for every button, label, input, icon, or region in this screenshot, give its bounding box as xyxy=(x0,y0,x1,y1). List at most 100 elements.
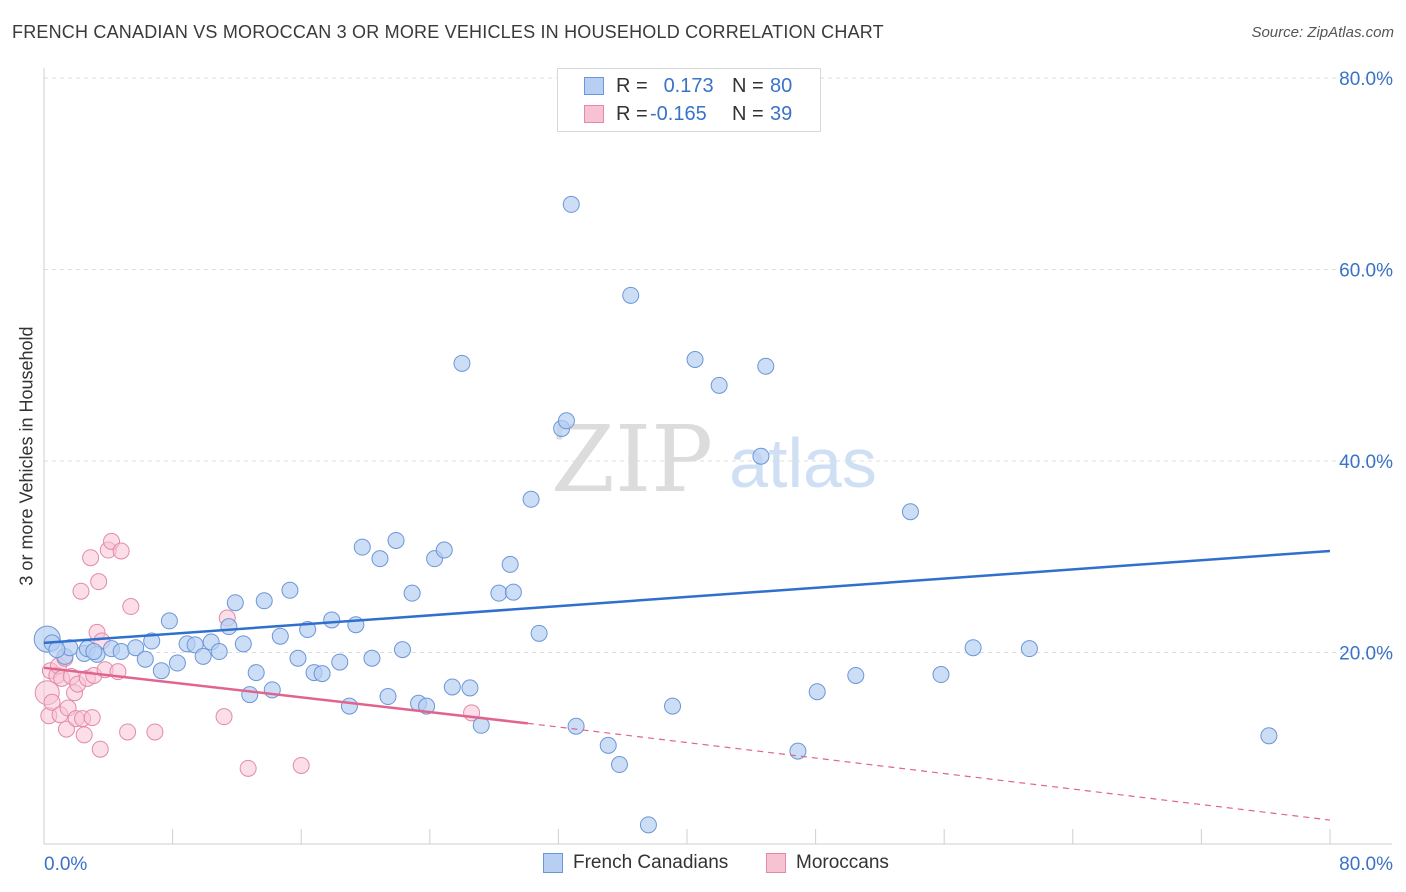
grid-lines xyxy=(44,77,1392,653)
french-canadians-point xyxy=(757,357,775,375)
french-canadians-points xyxy=(33,195,1278,834)
french-canadians-point xyxy=(610,756,628,774)
moroccans-point xyxy=(215,708,233,726)
french-canadians-point xyxy=(234,635,252,653)
legend-label-french-canadians: French Canadians xyxy=(573,852,729,873)
french-canadians-point xyxy=(152,662,170,680)
moroccans-point xyxy=(72,582,90,600)
legend-swatch-blue xyxy=(543,853,563,873)
french-canadians-point xyxy=(340,697,358,715)
french-canadians-point xyxy=(393,641,411,659)
french-canadians-point xyxy=(379,688,397,706)
legend-n-label: N = xyxy=(732,74,764,97)
french-canadians-trend-line xyxy=(43,549,1331,645)
french-canadians-point xyxy=(160,612,178,630)
french-canadians-point xyxy=(557,412,575,430)
moroccans-point xyxy=(82,549,100,567)
moroccans-point xyxy=(91,740,109,758)
y-tick-label: 80.0% xyxy=(1339,69,1393,90)
french-canadians-point xyxy=(186,636,204,654)
french-canadians-point xyxy=(271,627,289,645)
french-canadians-point xyxy=(220,618,238,636)
french-canadians-point xyxy=(1260,727,1278,745)
french-canadians-point xyxy=(281,581,299,599)
french-canadians-point xyxy=(323,611,341,629)
legend-swatch-blue xyxy=(584,77,604,95)
legend-r-label: R = xyxy=(616,102,648,125)
moroccans-point xyxy=(43,693,61,711)
french-canadians-point xyxy=(453,354,471,372)
legend-label-moroccans: Moroccans xyxy=(796,852,889,873)
french-canadians-point xyxy=(247,664,265,682)
french-canadians-point xyxy=(752,447,770,465)
french-canadians-point xyxy=(932,666,950,684)
trend-lines xyxy=(43,549,1331,821)
french-canadians-point xyxy=(210,643,228,661)
chart-title: FRENCH CANADIAN VS MOROCCAN 3 OR MORE VE… xyxy=(12,22,884,42)
moroccans-point xyxy=(146,723,164,741)
legend-swatch-pink xyxy=(584,105,604,123)
french-canadians-point xyxy=(622,286,640,304)
axes xyxy=(43,68,1392,845)
moroccans-point xyxy=(90,573,108,591)
y-tick-label: 40.0% xyxy=(1339,452,1393,473)
french-canadians-point xyxy=(48,641,66,659)
french-canadians-point xyxy=(686,351,704,369)
french-canadians-point xyxy=(1020,640,1038,658)
french-canadians-point xyxy=(226,594,244,612)
french-canadians-point xyxy=(664,697,682,715)
moroccans-point xyxy=(83,709,101,727)
french-canadians-point xyxy=(567,717,585,735)
moroccans-point xyxy=(112,542,130,560)
legend-item-french-canadians: French Canadians xyxy=(543,852,728,874)
moroccans-point xyxy=(58,720,76,738)
french-canadians-point xyxy=(808,683,826,701)
french-canadians-point xyxy=(522,490,540,508)
y-tick-labels: 20.0% 40.0% 60.0% 80.0% xyxy=(1339,69,1393,665)
french-canadians-point xyxy=(289,649,307,667)
french-canadians-point xyxy=(847,666,865,684)
legend-swatch-pink xyxy=(766,853,786,873)
french-canadians-point xyxy=(127,639,145,657)
french-canadians-point xyxy=(387,531,405,549)
x-tick-label-min: 0.0% xyxy=(44,854,87,875)
french-canadians-point xyxy=(490,584,508,602)
french-canadians-point xyxy=(435,541,453,559)
french-canadians-point xyxy=(443,678,461,696)
french-canadians-point xyxy=(363,649,381,667)
french-canadians-point xyxy=(562,195,580,213)
legend-n-value: 39 xyxy=(770,102,793,125)
french-canadians-point xyxy=(964,639,982,657)
correlation-legend: R = 0.173 N = 80 R = -0.165 N = 39 xyxy=(557,68,821,132)
moroccans-point xyxy=(239,759,257,777)
y-tick-label: 20.0% xyxy=(1339,644,1393,665)
y-tick-label: 60.0% xyxy=(1339,261,1393,282)
legend-r-value: -0.165 xyxy=(650,102,707,125)
watermark-atlas: atlas xyxy=(729,424,877,502)
french-canadians-point xyxy=(504,583,522,601)
french-canadians-point xyxy=(371,550,389,568)
x-tick-label-max: 80.0% xyxy=(1339,854,1393,875)
french-canadians-point xyxy=(143,632,161,650)
french-canadians-point xyxy=(530,624,548,642)
legend-item-moroccans: Moroccans xyxy=(766,852,889,874)
french-canadians-point xyxy=(599,736,617,754)
french-canadians-point xyxy=(194,647,212,665)
source-label: Source: ZipAtlas.com xyxy=(1251,24,1394,41)
french-canadians-point xyxy=(112,643,130,661)
legend-n-value: 80 xyxy=(770,74,793,97)
french-canadians-point xyxy=(255,592,273,610)
french-canadians-point xyxy=(710,376,728,394)
moroccans-point xyxy=(122,598,140,616)
french-canadians-point xyxy=(241,686,259,704)
moroccans-trend-line-extension xyxy=(527,722,1331,821)
legend-r-label: R = xyxy=(616,74,648,97)
french-canadians-point xyxy=(639,816,657,834)
watermark-zip: ZIP xyxy=(551,406,713,513)
moroccans-point xyxy=(75,726,93,744)
moroccans-points xyxy=(34,532,481,777)
legend-n-label: N = xyxy=(732,102,764,125)
french-canadians-point xyxy=(901,503,919,521)
moroccans-point xyxy=(119,723,137,741)
